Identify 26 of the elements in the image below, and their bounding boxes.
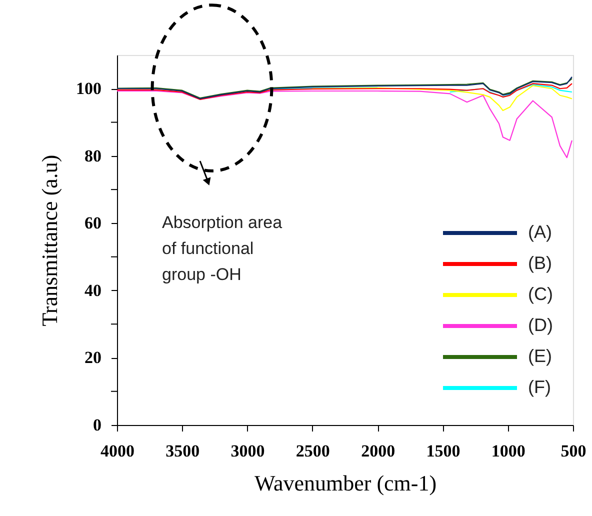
line-series bbox=[117, 83, 573, 100]
line-series bbox=[312, 85, 573, 112]
x-tick-label: 2000 bbox=[361, 442, 396, 460]
legend-label: (B) bbox=[528, 253, 552, 273]
x-tick-label: 3000 bbox=[230, 442, 265, 460]
x-tick-label: 2500 bbox=[296, 442, 330, 460]
legend-label: (D) bbox=[528, 315, 553, 335]
x-axis-title: Wavenumber (cm-1) bbox=[254, 470, 437, 496]
x-tick-label: 1500 bbox=[426, 442, 460, 460]
y-tick-label: 80 bbox=[84, 146, 102, 166]
x-tick-label: 500 bbox=[560, 442, 586, 460]
x-tick-label: 4000 bbox=[100, 442, 134, 460]
y-axis-title: Transmittance (a.u) bbox=[37, 154, 62, 326]
annotation: Absorption area of functional group -OH bbox=[162, 213, 283, 284]
legend-label: (F) bbox=[528, 377, 551, 397]
y-tick-label: 40 bbox=[84, 280, 102, 300]
y-tick-label: 100 bbox=[76, 79, 102, 98]
x-tick-label: 1000 bbox=[491, 442, 526, 460]
y-tick-label: 20 bbox=[84, 348, 102, 368]
legend-label: (C) bbox=[528, 284, 553, 304]
x-tick-label: 3500 bbox=[166, 442, 200, 460]
line-series bbox=[117, 90, 573, 158]
legend-label: (A) bbox=[528, 222, 552, 242]
y-tick-label: 60 bbox=[84, 214, 102, 233]
y-tick-label: 0 bbox=[93, 416, 102, 434]
legend-label: (E) bbox=[528, 346, 552, 366]
